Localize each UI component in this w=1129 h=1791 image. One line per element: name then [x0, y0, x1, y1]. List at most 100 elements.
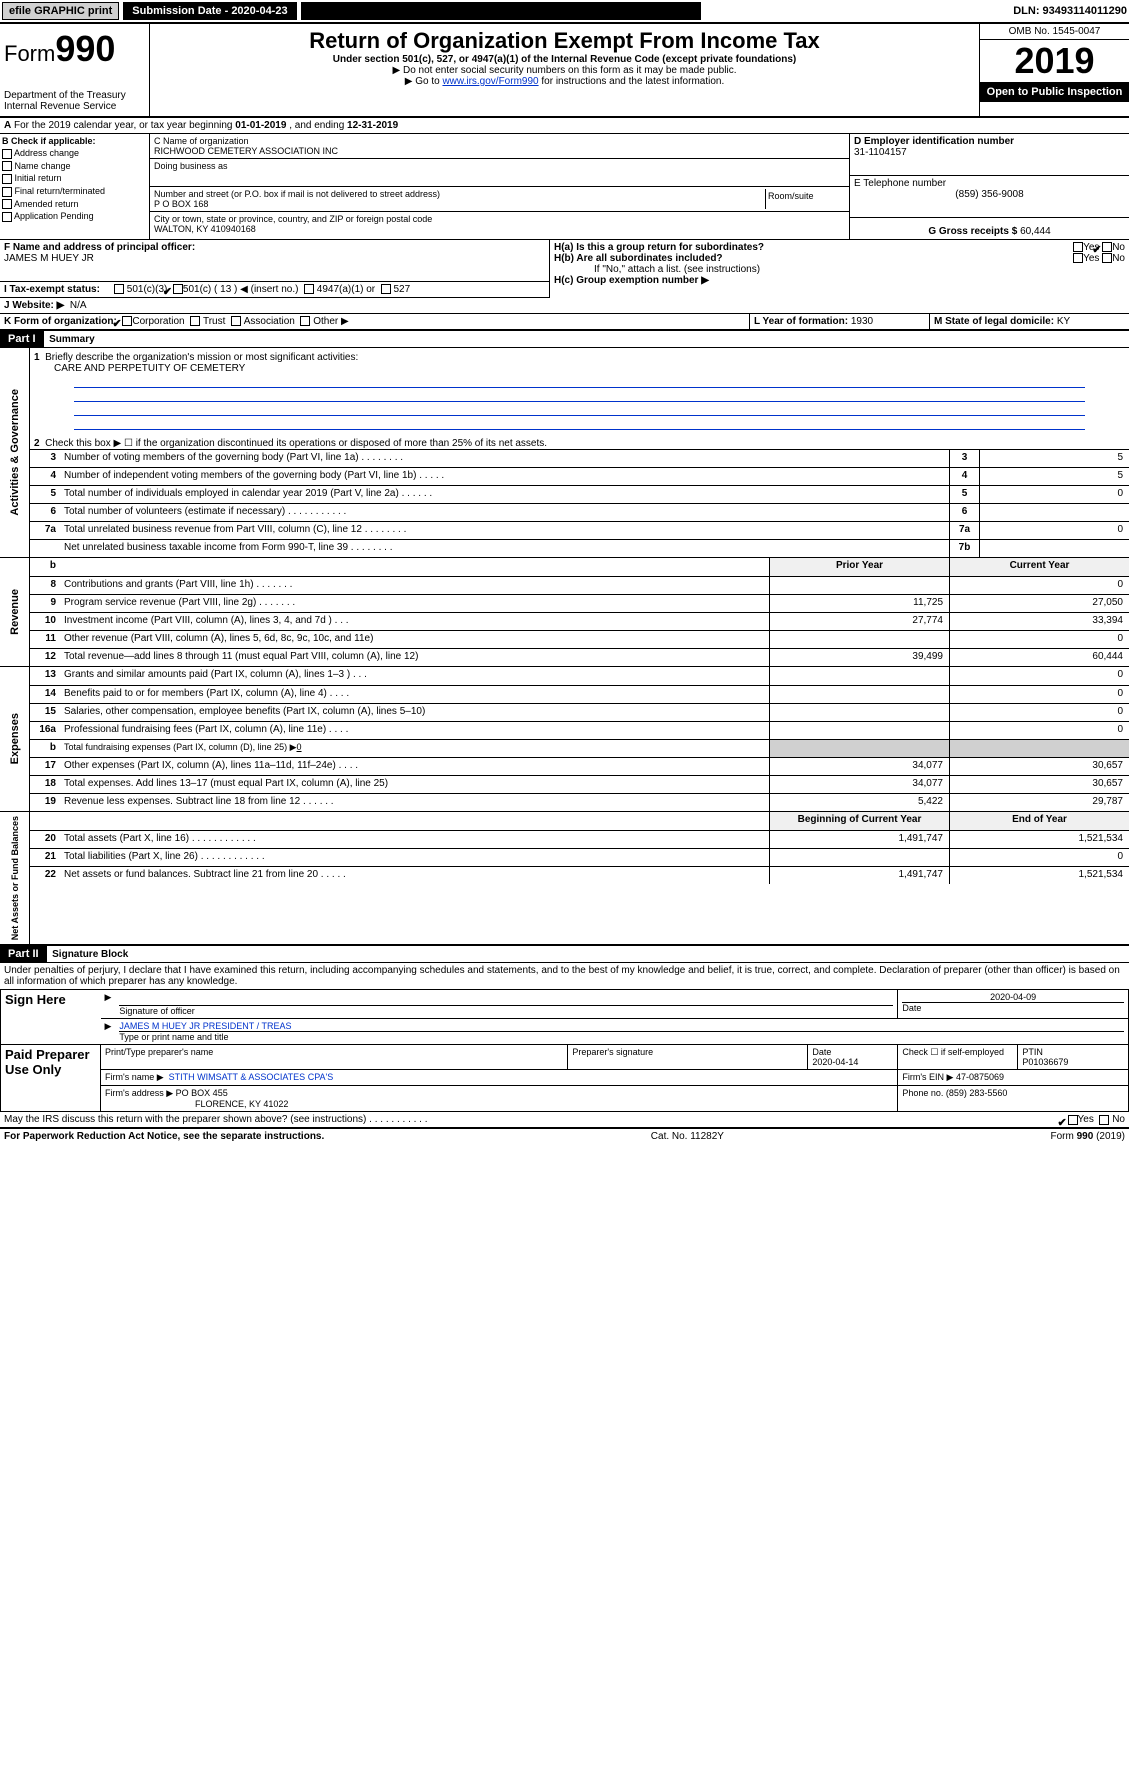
check-self-employed: Check ☐ if self-employed — [902, 1047, 1004, 1057]
box-k-label: K Form of organization: — [4, 316, 117, 327]
instruction-2: ▶ Go to www.irs.gov/Form990 for instruct… — [154, 76, 975, 87]
table-row: 4Number of independent voting members of… — [30, 467, 1129, 485]
form-header: Form990 Department of the Treasury Inter… — [0, 24, 1129, 118]
table-row: 15Salaries, other compensation, employee… — [30, 703, 1129, 721]
date-label: Date — [902, 1003, 921, 1013]
checkbox-hb-yes[interactable] — [1073, 253, 1083, 263]
line2-text: Check this box ▶ ☐ if the organization d… — [45, 438, 547, 449]
efile-button[interactable]: efile GRAPHIC print — [2, 2, 119, 20]
checkbox-pending[interactable] — [2, 212, 12, 222]
irs-text: Internal Revenue Service — [4, 101, 145, 112]
checkbox-discuss-yes[interactable] — [1068, 1115, 1078, 1125]
year-formation: 1930 — [851, 316, 873, 327]
checkbox-527[interactable] — [381, 284, 391, 294]
checkbox-4947[interactable] — [304, 284, 314, 294]
submission-date-button[interactable]: Submission Date - 2020-04-23 — [123, 2, 296, 20]
sign-here-label: Sign Here — [5, 992, 97, 1007]
prep-name-label: Print/Type preparer's name — [105, 1047, 213, 1057]
box-i-label: I Tax-exempt status: — [4, 284, 100, 295]
checkbox-assoc[interactable] — [231, 316, 241, 326]
checkbox-initial[interactable] — [2, 174, 12, 184]
table-row: 3Number of voting members of the governi… — [30, 449, 1129, 467]
table-row: 20Total assets (Part X, line 16) . . . .… — [30, 830, 1129, 848]
firm-addr1: PO BOX 455 — [176, 1088, 228, 1098]
box-b: B Check if applicable: Address change Na… — [0, 134, 150, 239]
officer-name-title: JAMES M HUEY JR PRESIDENT / TREAS — [119, 1021, 1124, 1032]
line-a: A For the 2019 calendar year, or tax yea… — [0, 118, 1129, 134]
firm-name: STITH WIMSATT & ASSOCIATES CPA'S — [169, 1072, 334, 1082]
subtitle: Under section 501(c), 527, or 4947(a)(1)… — [154, 54, 975, 65]
checkbox-corp[interactable] — [122, 316, 132, 326]
section-klm: K Form of organization: Corporation Trus… — [0, 314, 1129, 330]
section-bcdefg: B Check if applicable: Address change Na… — [0, 134, 1129, 240]
net-assets-label: Net Assets or Fund Balances — [8, 812, 22, 944]
checkbox-ha-no[interactable] — [1102, 242, 1112, 252]
box-j-label: J Website: ▶ — [4, 300, 64, 311]
table-row: 5Total number of individuals employed in… — [30, 485, 1129, 503]
blank-button[interactable] — [301, 2, 701, 20]
table-row: 9Program service revenue (Part VIII, lin… — [30, 594, 1129, 612]
footer-mid: Cat. No. 11282Y — [651, 1131, 724, 1142]
revenue-section: Revenue b Prior Year Current Year 8Contr… — [0, 558, 1129, 667]
expenses-label: Expenses — [7, 709, 23, 768]
checkbox-501c3[interactable] — [114, 284, 124, 294]
table-row: 11Other revenue (Part VIII, column (A), … — [30, 630, 1129, 648]
checkbox-amended[interactable] — [2, 199, 12, 209]
checkbox-501c[interactable] — [173, 284, 183, 294]
ptin-value: P01036679 — [1022, 1057, 1068, 1067]
table-row: 14Benefits paid to or for members (Part … — [30, 685, 1129, 703]
firm-addr-label: Firm's address ▶ — [105, 1088, 173, 1098]
checkbox-trust[interactable] — [190, 316, 200, 326]
dln-text: DLN: 93493114011290 — [1013, 5, 1127, 17]
checkbox-ha-yes[interactable] — [1073, 242, 1083, 252]
table-row: 21Total liabilities (Part X, line 26) . … — [30, 848, 1129, 866]
sig-officer-label: Signature of officer — [119, 1006, 194, 1016]
col-b-header: b — [30, 558, 60, 576]
checkbox-discuss-no[interactable] — [1099, 1115, 1109, 1125]
website-value: N/A — [70, 300, 87, 311]
begin-year-header: Beginning of Current Year — [769, 812, 949, 830]
gross-receipts: 60,444 — [1020, 226, 1051, 237]
addr-value: P O BOX 168 — [154, 199, 765, 209]
ha-label: H(a) Is this a group return for subordin… — [554, 242, 764, 253]
table-row: 7aTotal unrelated business revenue from … — [30, 521, 1129, 539]
table-row: 16aProfessional fundraising fees (Part I… — [30, 721, 1129, 739]
checkbox-hb-no[interactable] — [1102, 253, 1112, 263]
state-domicile: KY — [1057, 316, 1070, 327]
checkbox-name[interactable] — [2, 161, 12, 171]
instruction-1: ▶ Do not enter social security numbers o… — [154, 65, 975, 76]
open-public-badge: Open to Public Inspection — [980, 82, 1129, 102]
discuss-row: May the IRS discuss this return with the… — [0, 1112, 1129, 1128]
checkbox-address[interactable] — [2, 149, 12, 159]
officer-name: JAMES M HUEY JR — [4, 253, 94, 264]
table-row: 8Contributions and grants (Part VIII, li… — [30, 576, 1129, 594]
prep-sig-label: Preparer's signature — [572, 1047, 653, 1057]
table-row: bTotal fundraising expenses (Part IX, co… — [30, 739, 1129, 757]
checkbox-other[interactable] — [300, 316, 310, 326]
table-row: 18Total expenses. Add lines 13–17 (must … — [30, 775, 1129, 793]
ein-value: 31-1104157 — [854, 147, 907, 158]
form990-link[interactable]: www.irs.gov/Form990 — [442, 76, 538, 87]
table-row: 13Grants and similar amounts paid (Part … — [30, 667, 1129, 685]
form-prefix: Form — [4, 41, 55, 66]
governance-label: Activities & Governance — [7, 385, 23, 520]
checkbox-final[interactable] — [2, 187, 12, 197]
mission-text: CARE AND PERPETUITY OF CEMETERY — [34, 363, 1125, 374]
box-e-label: E Telephone number — [854, 178, 1125, 189]
current-year-header: Current Year — [949, 558, 1129, 576]
ptin-label: PTIN — [1022, 1047, 1043, 1057]
revenue-label: Revenue — [7, 585, 23, 639]
perjury-text: Under penalties of perjury, I declare th… — [0, 963, 1129, 989]
part2-header: Part II Signature Block — [0, 945, 1129, 963]
prep-date-label: Date — [812, 1047, 831, 1057]
footer-left: For Paperwork Reduction Act Notice, see … — [4, 1131, 324, 1142]
firm-ein: 47-0875069 — [956, 1072, 1004, 1082]
table-row: 22Net assets or fund balances. Subtract … — [30, 866, 1129, 884]
box-f-label: F Name and address of principal officer: — [4, 242, 195, 253]
end-year-header: End of Year — [949, 812, 1129, 830]
footer: For Paperwork Reduction Act Notice, see … — [0, 1128, 1129, 1144]
prep-phone: (859) 283-5560 — [946, 1088, 1008, 1098]
phone-value: (859) 356-9008 — [854, 189, 1125, 200]
hb-note: If "No," attach a list. (see instruction… — [554, 264, 1125, 275]
box-d-label: D Employer identification number — [854, 136, 1014, 147]
